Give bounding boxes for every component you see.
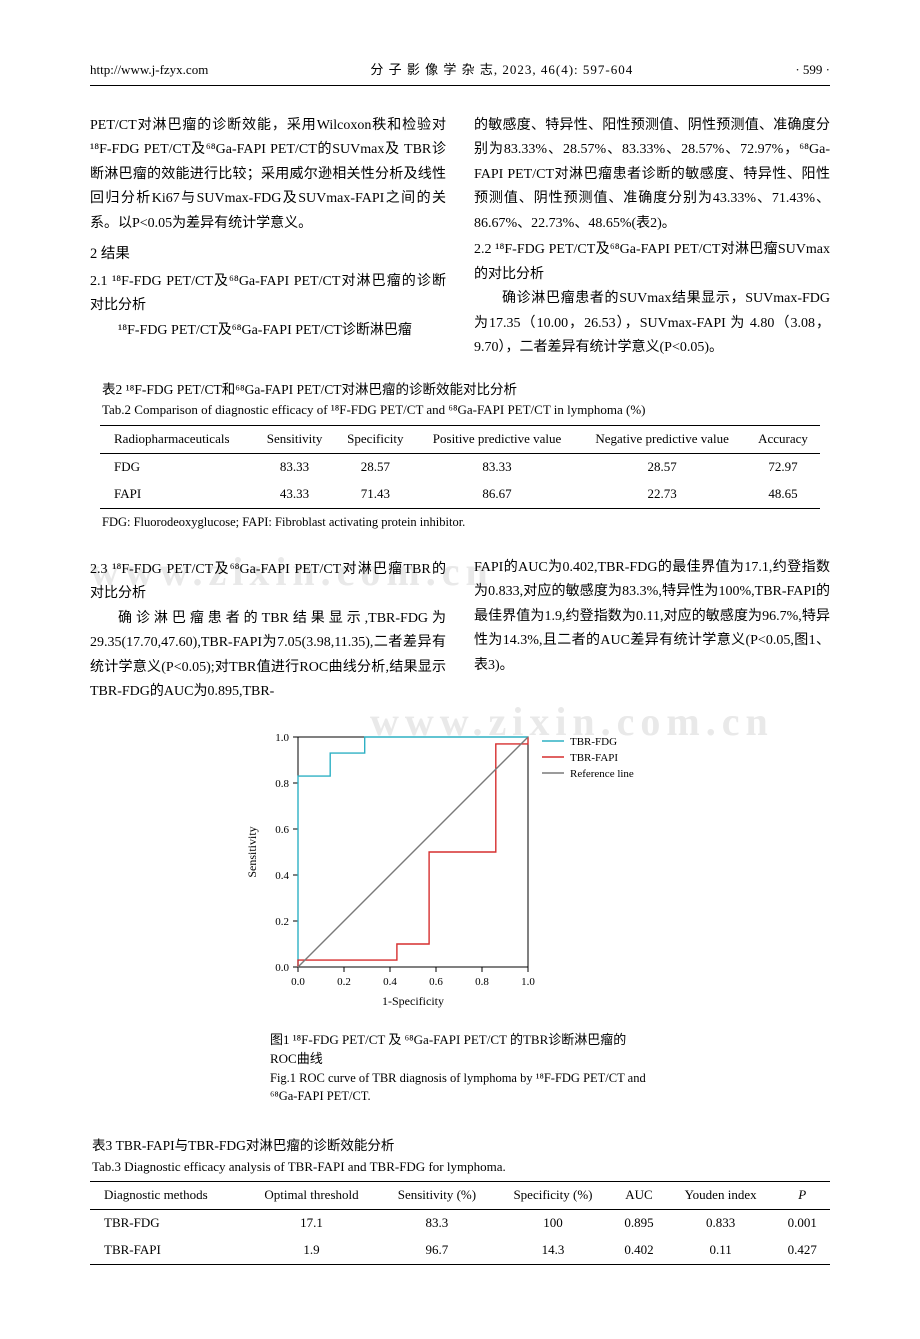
svg-text:0.6: 0.6 xyxy=(429,976,443,988)
table2-col4: Negative predictive value xyxy=(578,426,746,454)
table2-title-cn: 表2 ¹⁸F-FDG PET/CT和⁶⁸Ga-FAPI PET/CT对淋巴瘤的诊… xyxy=(102,379,820,401)
svg-text:0.2: 0.2 xyxy=(275,916,289,928)
table-row: FDG 83.33 28.57 83.33 28.57 72.97 xyxy=(100,453,820,480)
svg-text:TBR-FDG: TBR-FDG xyxy=(570,736,617,748)
table2-footnote: FDG: Fluorodeoxyglucose; FAPI: Fibroblas… xyxy=(102,512,820,532)
para-2-3: 确诊淋巴瘤患者的TBR结果显示,TBR-FDG为29.35(17.70,47.6… xyxy=(90,607,446,705)
table3-col1: Optimal threshold xyxy=(244,1182,379,1210)
para-2-1: ¹⁸F-FDG PET/CT及⁶⁸Ga-FAPI PET/CT诊断淋巴瘤 xyxy=(90,319,446,344)
svg-text:0.6: 0.6 xyxy=(275,824,289,836)
roc-chart: 0.00.0 0.2 0.2 0.4 0.4 0.6 0.6 0.8 0.8 1.0 1.0 1-Sp… xyxy=(230,725,690,1015)
table2-table: Radiopharmaceuticals Sensitivity Specifi… xyxy=(100,425,820,508)
header-pagenum: · 599 · xyxy=(795,60,830,81)
table3-col0: Diagnostic methods xyxy=(90,1182,244,1210)
svg-text:Sensitivity: Sensitivity xyxy=(245,826,259,877)
svg-text:0.4: 0.4 xyxy=(383,976,397,988)
table3-title-cn: 表3 TBR-FAPI与TBR-FDG对淋巴瘤的诊断效能分析 xyxy=(92,1135,830,1157)
table3-col3: Specificity (%) xyxy=(495,1182,612,1210)
para-2-3-cont: FAPI的AUC为0.402,TBR-FDG的最佳界值为17.1,约登指数为0.… xyxy=(474,556,830,679)
section-2-1-title: 2.1 ¹⁸F-FDG PET/CT及⁶⁸Ga-FAPI PET/CT对淋巴瘤的… xyxy=(90,270,446,319)
svg-text:0.8: 0.8 xyxy=(475,976,489,988)
svg-text:1.0: 1.0 xyxy=(275,732,289,744)
section-2-3-title: 2.3 ¹⁸F-FDG PET/CT及⁶⁸Ga-FAPI PET/CT对淋巴瘤T… xyxy=(90,558,446,607)
fig1-caption-en: Fig.1 ROC curve of TBR diagnosis of lymp… xyxy=(270,1069,650,1105)
text-block-1: PET/CT对淋巴瘤的诊断效能，采用Wilcoxon秩和检验对¹⁸F-FDG P… xyxy=(90,114,830,361)
table3-col2: Sensitivity (%) xyxy=(379,1182,495,1210)
table-row: TBR-FAPI 1.9 96.7 14.3 0.402 0.11 0.427 xyxy=(90,1237,830,1264)
para-r1: 的敏感度、特异性、阳性预测值、阴性预测值、准确度分别为83.33%、28.57%… xyxy=(474,114,830,237)
svg-text:0.2: 0.2 xyxy=(337,976,351,988)
svg-text:0.8: 0.8 xyxy=(275,778,289,790)
table2-col0: Radiopharmaceuticals xyxy=(100,426,254,454)
table2-col1: Sensitivity xyxy=(254,426,334,454)
table3-col6: P xyxy=(775,1182,830,1210)
para-l1: PET/CT对淋巴瘤的诊断效能，采用Wilcoxon秩和检验对¹⁸F-FDG P… xyxy=(90,114,446,237)
table3-title-en: Tab.3 Diagnostic efficacy analysis of TB… xyxy=(92,1157,830,1178)
svg-text:Reference line: Reference line xyxy=(570,768,634,780)
table-2: 表2 ¹⁸F-FDG PET/CT和⁶⁸Ga-FAPI PET/CT对淋巴瘤的诊… xyxy=(90,379,830,532)
header-url: http://www.j-fzyx.com xyxy=(90,60,208,81)
svg-text:0.0: 0.0 xyxy=(275,962,289,974)
svg-text:1.0: 1.0 xyxy=(521,976,535,988)
para-2-2: 确诊淋巴瘤患者的SUVmax结果显示，SUVmax-FDG为17.35（10.0… xyxy=(474,287,830,361)
svg-text:1-Specificity: 1-Specificity xyxy=(382,994,444,1008)
table2-col5: Accuracy xyxy=(746,426,820,454)
figure-1: 0.00.0 0.2 0.2 0.4 0.4 0.6 0.6 0.8 0.8 1.0 1.0 1-Sp… xyxy=(90,725,830,1105)
table2-col3: Positive predictive value xyxy=(416,426,578,454)
table3-table: Diagnostic methods Optimal threshold Sen… xyxy=(90,1181,830,1264)
header-journal: 分 子 影 像 学 杂 志, 2023, 46(4): 597-604 xyxy=(370,60,633,81)
page-header: http://www.j-fzyx.com 分 子 影 像 学 杂 志, 202… xyxy=(90,60,830,86)
text-block-2: 2.3 ¹⁸F-FDG PET/CT及⁶⁸Ga-FAPI PET/CT对淋巴瘤T… xyxy=(90,556,830,705)
table3-col4: AUC xyxy=(611,1182,666,1210)
svg-text:TBR-FAPI: TBR-FAPI xyxy=(570,752,618,764)
table-row: FAPI 43.33 71.43 86.67 22.73 48.65 xyxy=(100,481,820,508)
section-2-2-title: 2.2 ¹⁸F-FDG PET/CT及⁶⁸Ga-FAPI PET/CT对淋巴瘤S… xyxy=(474,238,830,287)
table-row: TBR-FDG 17.1 83.3 100 0.895 0.833 0.001 xyxy=(90,1210,830,1237)
table3-col5: Youden index xyxy=(667,1182,775,1210)
table2-title-en: Tab.2 Comparison of diagnostic efficacy … xyxy=(102,400,820,421)
svg-text:0.0: 0.0 xyxy=(291,976,305,988)
fig1-caption-cn: 图1 ¹⁸F-FDG PET/CT 及 ⁶⁸Ga-FAPI PET/CT 的TB… xyxy=(270,1031,650,1069)
table2-col2: Specificity xyxy=(335,426,416,454)
svg-text:0.4: 0.4 xyxy=(275,870,289,882)
section-2-title: 2 结果 xyxy=(90,242,446,267)
table-3: 表3 TBR-FAPI与TBR-FDG对淋巴瘤的诊断效能分析 Tab.3 Dia… xyxy=(90,1135,830,1265)
